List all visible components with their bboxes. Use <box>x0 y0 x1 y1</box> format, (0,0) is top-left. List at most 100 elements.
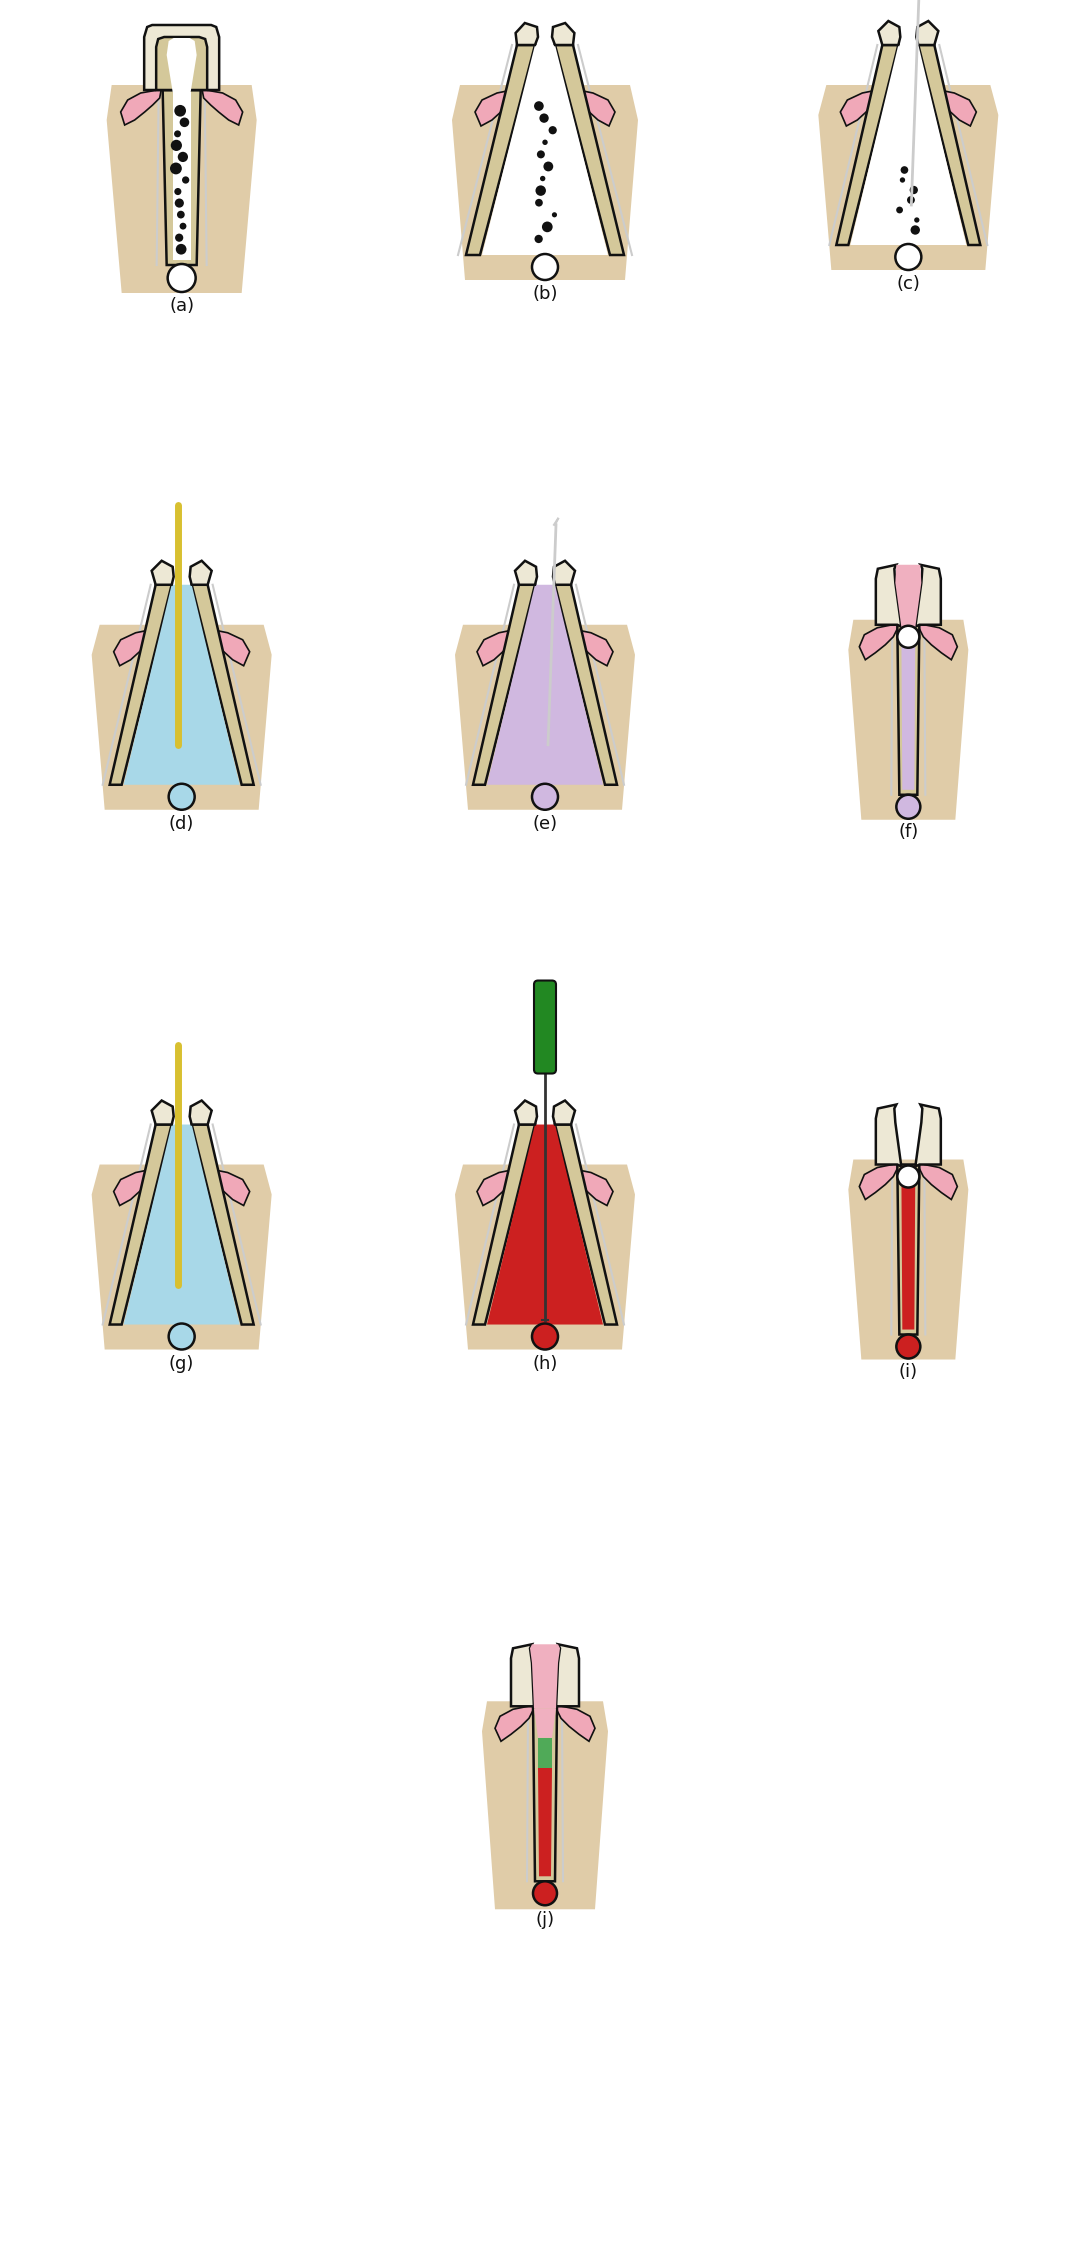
Polygon shape <box>901 626 916 789</box>
Circle shape <box>896 796 920 818</box>
Polygon shape <box>107 84 256 292</box>
Polygon shape <box>876 564 901 626</box>
Text: (c): (c) <box>896 274 920 292</box>
Circle shape <box>169 784 195 809</box>
Polygon shape <box>452 84 638 281</box>
Text: (f): (f) <box>898 823 919 841</box>
Circle shape <box>544 161 554 172</box>
Polygon shape <box>836 45 898 245</box>
Polygon shape <box>897 626 919 796</box>
Circle shape <box>174 188 181 195</box>
Polygon shape <box>932 79 977 127</box>
Circle shape <box>910 186 918 195</box>
Circle shape <box>532 784 558 809</box>
Circle shape <box>548 127 557 134</box>
Circle shape <box>174 131 181 138</box>
Circle shape <box>910 224 920 236</box>
Polygon shape <box>152 1099 173 1124</box>
Circle shape <box>900 177 905 184</box>
Circle shape <box>896 206 903 213</box>
Circle shape <box>540 177 545 181</box>
Circle shape <box>552 213 557 218</box>
Polygon shape <box>113 1158 158 1206</box>
Polygon shape <box>848 619 968 821</box>
Polygon shape <box>190 560 211 585</box>
Circle shape <box>537 150 545 159</box>
Polygon shape <box>514 560 537 585</box>
Polygon shape <box>569 619 613 666</box>
Polygon shape <box>475 79 519 127</box>
Polygon shape <box>556 1644 579 1709</box>
Polygon shape <box>156 36 207 91</box>
Polygon shape <box>121 82 162 125</box>
Polygon shape <box>555 45 623 254</box>
Polygon shape <box>487 585 603 784</box>
Polygon shape <box>918 617 957 660</box>
Text: (h): (h) <box>532 1353 558 1372</box>
Circle shape <box>533 1882 557 1904</box>
Polygon shape <box>859 1156 899 1199</box>
Text: (b): (b) <box>532 286 558 304</box>
Polygon shape <box>206 1158 250 1206</box>
Polygon shape <box>530 1644 560 1709</box>
Polygon shape <box>859 617 899 660</box>
Polygon shape <box>473 1124 535 1324</box>
FancyBboxPatch shape <box>534 982 556 1075</box>
Polygon shape <box>571 79 615 127</box>
Polygon shape <box>206 619 250 666</box>
Polygon shape <box>876 1104 901 1168</box>
Polygon shape <box>162 91 201 265</box>
Circle shape <box>896 1335 920 1358</box>
Polygon shape <box>192 1124 254 1324</box>
Polygon shape <box>123 1124 240 1324</box>
Polygon shape <box>514 1099 537 1124</box>
Text: (i): (i) <box>899 1362 918 1381</box>
Circle shape <box>168 263 196 292</box>
Circle shape <box>895 245 921 270</box>
Polygon shape <box>92 626 271 809</box>
Polygon shape <box>848 1158 968 1360</box>
Polygon shape <box>113 619 158 666</box>
Circle shape <box>180 118 190 127</box>
Circle shape <box>542 222 553 231</box>
Polygon shape <box>534 1709 556 1739</box>
Circle shape <box>534 236 543 243</box>
Polygon shape <box>555 1124 617 1324</box>
Polygon shape <box>879 20 900 45</box>
Text: (d): (d) <box>169 814 194 832</box>
Circle shape <box>175 245 186 254</box>
Polygon shape <box>92 1165 271 1349</box>
Polygon shape <box>123 585 240 784</box>
Circle shape <box>535 186 546 195</box>
Polygon shape <box>552 23 574 45</box>
Polygon shape <box>482 1700 608 1909</box>
Circle shape <box>174 104 186 116</box>
Polygon shape <box>917 20 938 45</box>
Text: (g): (g) <box>169 1353 194 1372</box>
Circle shape <box>180 222 186 229</box>
Polygon shape <box>555 1698 595 1741</box>
Circle shape <box>177 211 184 218</box>
Circle shape <box>171 141 182 152</box>
Polygon shape <box>172 93 191 261</box>
Polygon shape <box>152 560 173 585</box>
Polygon shape <box>477 619 521 666</box>
Polygon shape <box>516 23 538 45</box>
Polygon shape <box>819 84 998 270</box>
Circle shape <box>540 113 548 122</box>
Polygon shape <box>895 564 921 626</box>
Circle shape <box>543 141 548 145</box>
Polygon shape <box>467 45 535 254</box>
Circle shape <box>174 199 184 209</box>
Polygon shape <box>192 585 254 784</box>
Circle shape <box>169 1324 195 1349</box>
Polygon shape <box>918 1156 957 1199</box>
Circle shape <box>535 199 543 206</box>
Text: (a): (a) <box>169 297 194 315</box>
Circle shape <box>178 152 187 161</box>
Polygon shape <box>482 45 608 254</box>
Polygon shape <box>477 1158 521 1206</box>
Polygon shape <box>110 1124 171 1324</box>
Text: (j): (j) <box>535 1911 555 1929</box>
Circle shape <box>907 195 915 204</box>
